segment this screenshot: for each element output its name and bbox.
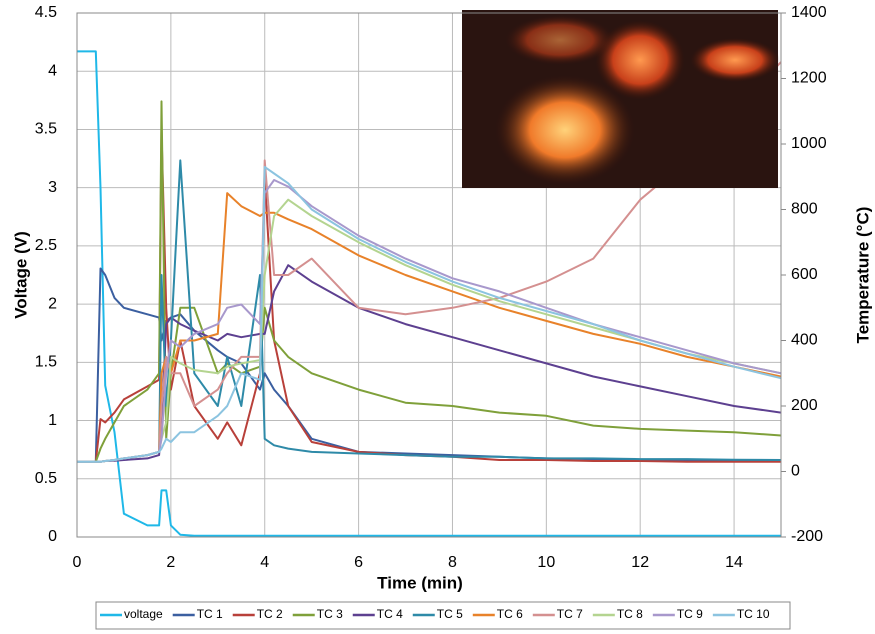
legend-label: voltage: [124, 607, 163, 621]
y2-tick-label: 1400: [791, 4, 827, 21]
y-tick-label: 0.5: [35, 470, 57, 487]
y-tick-label: 4.5: [35, 4, 57, 21]
x-tick-label: 10: [537, 554, 555, 571]
y2-tick-label: -200: [791, 528, 823, 545]
legend-label: TC 2: [257, 607, 283, 621]
x-tick-label: 2: [166, 554, 175, 571]
y2-axis-label: Temperature (°C): [853, 207, 872, 344]
legend-label: TC 10: [737, 607, 770, 621]
y-tick-label: 2.5: [35, 237, 57, 254]
x-axis-label: Time (min): [377, 573, 463, 592]
y2-tick-label: 200: [791, 397, 818, 414]
y2-tick-label: 400: [791, 332, 818, 349]
x-tick-label: 12: [631, 554, 649, 571]
legend-label: TC 6: [497, 607, 523, 621]
legend-label: TC 5: [437, 607, 463, 621]
series-line: [77, 192, 781, 463]
x-tick-label: 6: [354, 554, 363, 571]
legend-label: TC 9: [677, 607, 703, 621]
x-tick-label: 8: [448, 554, 457, 571]
y-tick-label: 3.5: [35, 121, 57, 138]
y-tick-label: 2: [48, 295, 57, 312]
y2-tick-label: 1200: [791, 70, 827, 87]
x-tick-label: 4: [260, 554, 269, 571]
y-axis-label: Voltage (V): [11, 231, 30, 319]
y-tick-label: 1: [48, 412, 57, 429]
series-line: [77, 165, 781, 463]
legend-label: TC 4: [377, 607, 403, 621]
y2-tick-label: 600: [791, 266, 818, 283]
legend-label: TC 1: [197, 607, 223, 621]
y2-tick-label: 800: [791, 201, 818, 218]
y-tick-label: 1.5: [35, 354, 57, 371]
x-tick-label: 14: [725, 554, 743, 571]
legend-label: TC 7: [557, 607, 583, 621]
series-line: [77, 179, 781, 463]
series-line: [77, 264, 781, 463]
y-tick-label: 3: [48, 179, 57, 196]
legend-label: TC 3: [317, 607, 343, 621]
y2-tick-label: 1000: [791, 135, 827, 152]
inset-photo: [462, 10, 780, 188]
y-tick-label: 4: [48, 62, 57, 79]
y2-tick-label: 0: [791, 463, 800, 480]
y-tick-label: 0: [48, 528, 57, 545]
x-tick-label: 0: [73, 554, 82, 571]
series-line: [77, 129, 781, 463]
series-line: [77, 50, 781, 537]
legend-label: TC 8: [617, 607, 643, 621]
